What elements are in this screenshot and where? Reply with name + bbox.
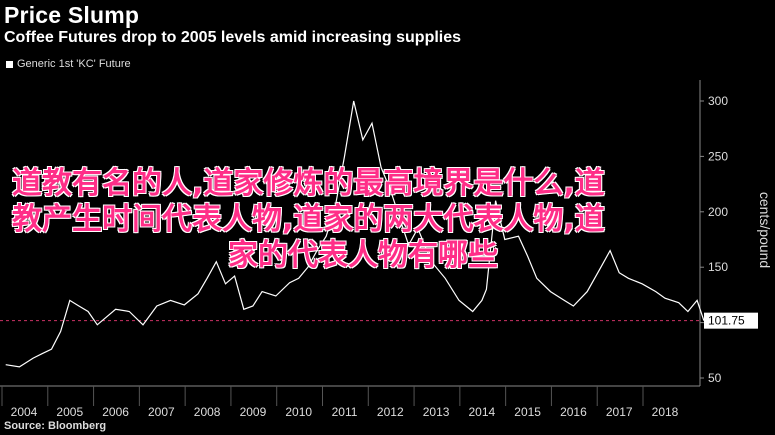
x-tick-label: 2011: [332, 405, 358, 419]
source-note: Source: Bloomberg: [4, 420, 107, 432]
last-value-box: [704, 312, 758, 329]
x-tick-label: 2015: [514, 405, 541, 419]
y-tick-label: 150: [708, 260, 728, 274]
x-tick-label: 2010: [285, 405, 312, 419]
y-tick-label: 200: [708, 205, 728, 219]
x-tick-label: 2016: [560, 405, 587, 419]
x-tick-label: 2005: [56, 405, 83, 419]
x-tick-label: 2018: [652, 405, 679, 419]
legend-label: Generic 1st 'KC' Future: [17, 58, 131, 70]
y-axis-ticks: 50100150200250300: [700, 94, 728, 385]
x-tick-label: 2014: [469, 405, 496, 419]
overlay-line-1: 道教有名的人,道家修炼的最高境界是什么,道: [12, 166, 605, 201]
overlay-line-3: 家的代表人物有哪些: [228, 238, 498, 273]
x-tick-label: 2009: [240, 405, 267, 419]
y-axis-label: cents/pound: [757, 192, 773, 268]
legend-swatch: [6, 60, 13, 68]
y-tick-label: 300: [708, 94, 728, 108]
x-axis-ticks: 2004 2005 2006 2007 2008 2009 2010 2011 2012 2013…: [1, 386, 679, 419]
x-tick-label: 2008: [194, 405, 221, 419]
legend: Generic 1st 'KC' Future: [6, 58, 131, 70]
x-tick-label: 2017: [606, 405, 633, 419]
last-value-label: 101.75: [708, 314, 745, 328]
x-tick-label: 2004: [11, 405, 38, 419]
chart-title: Price Slump: [4, 2, 140, 28]
x-tick-label: 2013: [423, 405, 450, 419]
y-tick-label: 250: [708, 149, 728, 163]
y-tick-label: 50: [708, 371, 722, 385]
x-tick-label: 2006: [102, 405, 129, 419]
last-value-marker: 101.75: [704, 312, 758, 329]
series-line-kc-future: [5, 100, 705, 368]
x-tick-label: 2012: [377, 405, 404, 419]
chart-subtitle: Coffee Futures drop to 2005 levels amid …: [4, 29, 462, 46]
x-tick-label: 2007: [148, 405, 175, 419]
overlay-line-2: 教产生时间代表人物,道家的两大代表人物,道: [12, 202, 605, 237]
